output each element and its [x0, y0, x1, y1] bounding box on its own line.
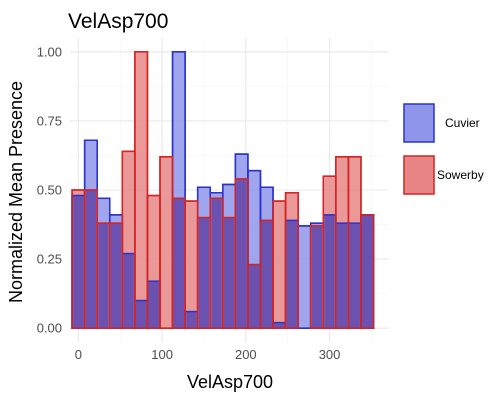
bar-overlap — [324, 214, 335, 329]
bar-sowerby — [134, 51, 149, 329]
bar-overlap — [198, 217, 210, 329]
bar-overlap — [261, 220, 273, 329]
bar-overlap — [336, 223, 348, 329]
legend-label-sowerby: Sowerby — [437, 168, 484, 182]
bar-sowerby — [272, 200, 287, 329]
y-tick-label: 0.50 — [37, 183, 62, 198]
legend-key-cuvier — [403, 103, 435, 143]
axis-ticks: 0.00 0.25 0.50 0.75 1.00 0 100 200 300 — [37, 44, 341, 362]
chart-title: VelAsp700 — [68, 10, 168, 33]
x-axis-title: VelAsp700 — [187, 372, 273, 392]
legend: Cuvier Sowerby — [403, 103, 484, 195]
bar-overlap — [123, 253, 134, 329]
x-tick-label: 100 — [151, 347, 173, 362]
bar-overlap — [98, 223, 109, 329]
bar-overlap — [236, 178, 247, 329]
bar-overlap — [73, 195, 84, 329]
y-tick-label: 1.00 — [37, 44, 62, 59]
bars-group — [71, 51, 375, 329]
bar-outline-sowerby — [284, 192, 299, 329]
bar-sowerby — [159, 156, 174, 329]
bar-overlap — [311, 225, 323, 329]
x-tick-label: 200 — [235, 347, 257, 362]
x-tick-label: 300 — [319, 347, 341, 362]
bar-overlap — [186, 311, 197, 329]
bar-overlap — [211, 198, 222, 329]
bar-outline-sowerby — [360, 214, 375, 329]
bar-outline-sowerby — [134, 51, 149, 329]
bar-overlap — [274, 322, 285, 329]
bar-overlap — [248, 264, 260, 329]
bar-overlap — [286, 220, 298, 329]
y-tick-label: 0.25 — [37, 252, 62, 267]
bar-overlap — [110, 223, 122, 329]
y-tick-label: 0.00 — [37, 321, 62, 336]
bar-overlap — [349, 223, 360, 329]
bar-overlap — [135, 300, 147, 329]
bar-overlap — [223, 217, 235, 329]
bar-sowerby — [184, 200, 199, 329]
x-tick-label: 0 — [75, 347, 82, 362]
legend-key-sowerby — [403, 155, 435, 195]
legend-label-cuvier: Cuvier — [445, 116, 480, 130]
bar-overlap — [148, 281, 160, 329]
y-axis-title: Normalized Mean Presence — [6, 81, 26, 303]
bar-overlap — [173, 198, 185, 329]
bar-outline-sowerby — [234, 178, 249, 329]
bar-cuvier — [297, 225, 312, 329]
y-tick-label: 0.75 — [37, 113, 62, 128]
bar-overlap — [361, 214, 373, 329]
bar-overlap — [85, 190, 97, 329]
